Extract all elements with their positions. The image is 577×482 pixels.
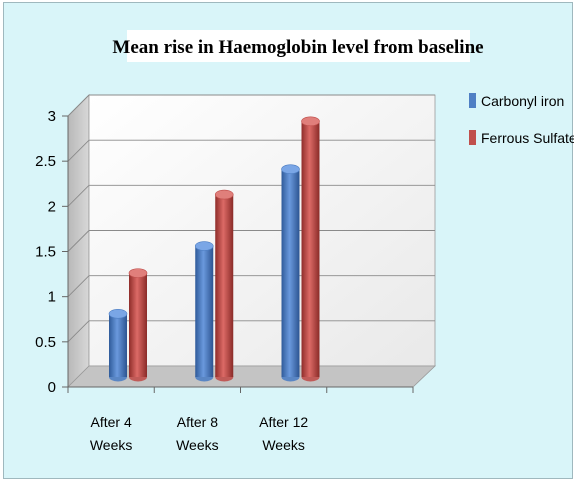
bar xyxy=(281,164,300,382)
bar xyxy=(128,268,148,382)
gridline-side xyxy=(67,185,90,207)
x-tick-label: After 8 xyxy=(177,414,218,430)
gridline-side xyxy=(67,275,90,297)
bar xyxy=(301,116,320,382)
x-tick-label: Weeks xyxy=(176,437,219,453)
bar xyxy=(108,308,128,382)
legend: Carbonyl iron Ferrous Sulfate xyxy=(469,93,574,146)
y-tick-label: 2.5 xyxy=(35,153,56,170)
legend-swatch-carbonyl xyxy=(469,93,476,108)
x-tick-label: Weeks xyxy=(262,437,305,453)
axis-labels: 0 0.5 1 1.5 2 2.5 3 After 4 Weeks After 8 Weeks Aft… xyxy=(35,108,308,453)
bar-chart: Mean rise in Haemoglobin level from base… xyxy=(35,30,574,453)
gridline-side xyxy=(67,320,90,343)
bar xyxy=(214,189,234,382)
y-tick-label: 0 xyxy=(48,379,56,396)
y-tick-label: 1.5 xyxy=(35,244,56,261)
bars xyxy=(108,116,320,382)
bar xyxy=(194,241,214,382)
gridline-side xyxy=(67,139,90,162)
x-tick-label: After 12 xyxy=(259,414,308,430)
y-tick-label: 2 xyxy=(48,198,56,215)
y-tick-label: 0.5 xyxy=(35,334,56,351)
chart-frame: Mean rise in Haemoglobin level from base… xyxy=(3,2,574,479)
y-tick-label: 3 xyxy=(48,108,56,125)
legend-label-carbonyl: Carbonyl iron xyxy=(481,93,564,109)
gridline-side xyxy=(67,230,90,252)
y-tick-label: 1 xyxy=(48,289,56,306)
chart-title-box xyxy=(127,30,470,62)
legend-label-ferrous: Ferrous Sulfate xyxy=(481,130,574,146)
axes xyxy=(62,115,414,393)
legend-swatch-ferrous xyxy=(469,130,476,145)
x-tick-label: After 4 xyxy=(91,414,132,430)
x-tick-label: Weeks xyxy=(90,437,133,453)
chart-title: Mean rise in Haemoglobin level from base… xyxy=(112,37,483,58)
gridline-side xyxy=(67,94,90,117)
